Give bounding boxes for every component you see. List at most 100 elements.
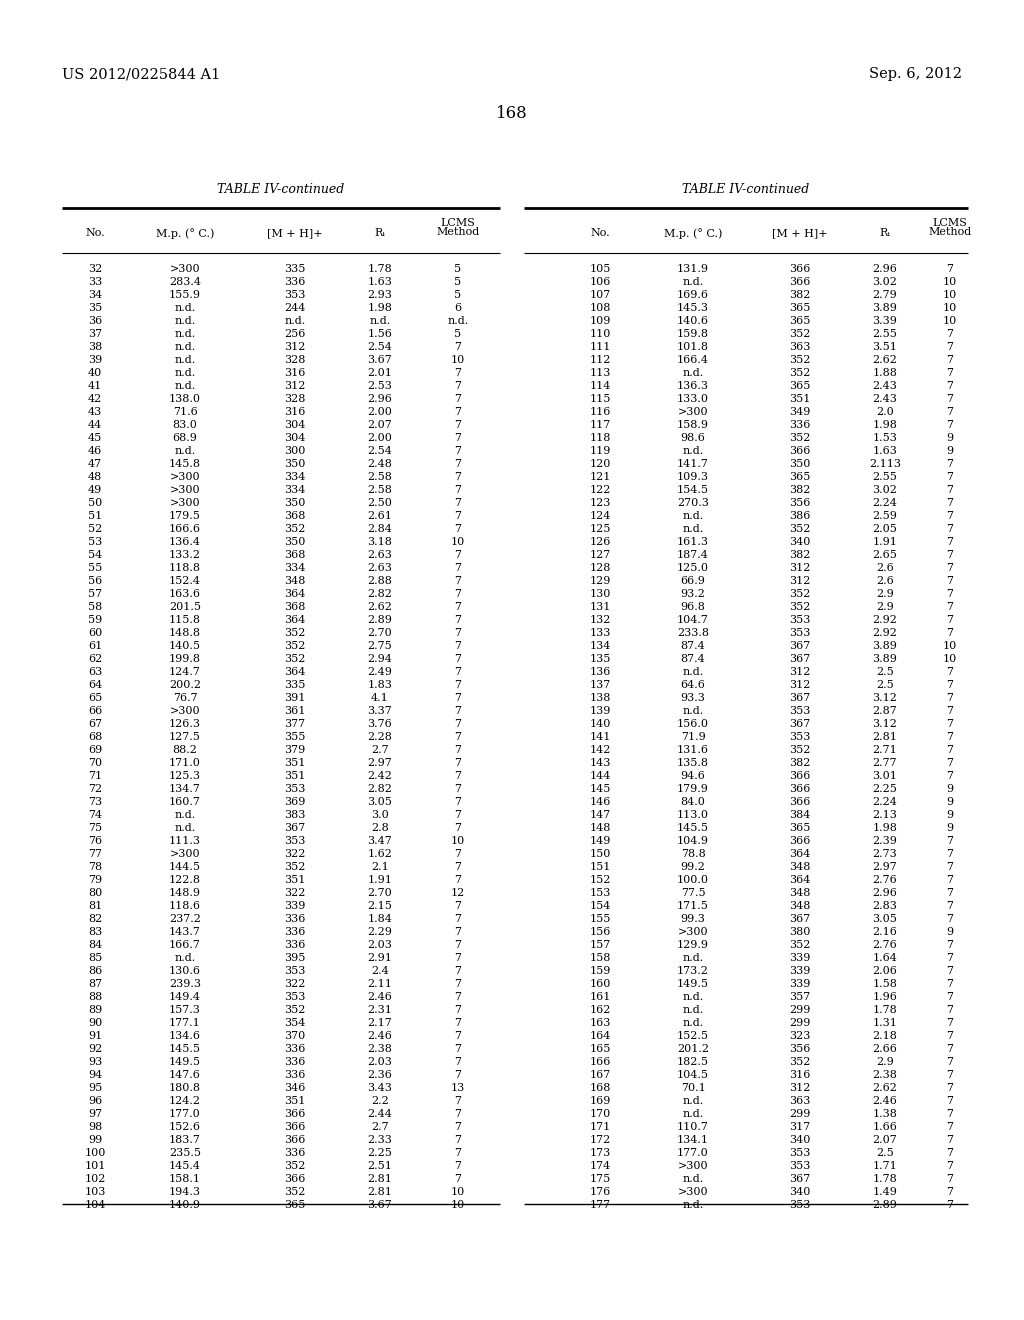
Text: 137: 137 [590,680,610,690]
Text: 2.76: 2.76 [872,875,897,884]
Text: 113.0: 113.0 [677,810,709,820]
Text: 75: 75 [88,822,102,833]
Text: 328: 328 [285,393,306,404]
Text: 143.7: 143.7 [169,927,201,937]
Text: 7: 7 [455,1122,462,1133]
Text: 2.59: 2.59 [872,511,897,521]
Text: 370: 370 [285,1031,305,1041]
Text: 147.6: 147.6 [169,1071,201,1080]
Text: 352: 352 [790,329,811,339]
Text: 353: 353 [285,993,306,1002]
Text: 368: 368 [285,602,306,612]
Text: Rₜ: Rₜ [880,228,891,238]
Text: 353: 353 [790,1162,811,1171]
Text: 2.24: 2.24 [872,797,897,807]
Text: 7: 7 [455,420,462,430]
Text: 173.2: 173.2 [677,966,709,975]
Text: 1.31: 1.31 [872,1018,897,1028]
Text: 7: 7 [946,342,953,352]
Text: 47: 47 [88,459,102,469]
Text: 2.89: 2.89 [872,1200,897,1210]
Text: 94.6: 94.6 [681,771,706,781]
Text: 7: 7 [946,524,953,535]
Text: n.d.: n.d. [370,315,390,326]
Text: No.: No. [85,228,104,238]
Text: 110: 110 [590,329,610,339]
Text: 109.3: 109.3 [677,473,709,482]
Text: 348: 348 [790,888,811,898]
Text: 177.0: 177.0 [169,1109,201,1119]
Text: 140.5: 140.5 [169,642,201,651]
Text: 10: 10 [451,355,465,366]
Text: 7: 7 [946,1031,953,1041]
Text: 2.5: 2.5 [877,667,894,677]
Text: 351: 351 [285,758,306,768]
Text: 131.9: 131.9 [677,264,709,275]
Text: 152.4: 152.4 [169,576,201,586]
Text: 135.8: 135.8 [677,758,709,768]
Text: 2.81: 2.81 [368,1173,392,1184]
Text: 10: 10 [451,537,465,546]
Text: 7: 7 [455,758,462,768]
Text: 366: 366 [285,1173,306,1184]
Text: 312: 312 [285,381,306,391]
Text: 7: 7 [455,484,462,495]
Text: 64.6: 64.6 [681,680,706,690]
Text: 3.02: 3.02 [872,484,897,495]
Text: 233.8: 233.8 [677,628,709,638]
Text: 104.9: 104.9 [677,836,709,846]
Text: 380: 380 [790,927,811,937]
Text: 155: 155 [590,913,610,924]
Text: 7: 7 [455,810,462,820]
Text: 123: 123 [590,498,610,508]
Text: 7: 7 [455,393,462,404]
Text: 88.2: 88.2 [173,744,198,755]
Text: 166.4: 166.4 [677,355,709,366]
Text: 3.76: 3.76 [368,719,392,729]
Text: 2.38: 2.38 [368,1044,392,1053]
Text: 7: 7 [946,420,953,430]
Text: 144.5: 144.5 [169,862,201,873]
Text: 4.1: 4.1 [371,693,389,704]
Text: 92: 92 [88,1044,102,1053]
Text: 352: 352 [790,368,811,378]
Text: 96: 96 [88,1096,102,1106]
Text: 44: 44 [88,420,102,430]
Text: Rₜ: Rₜ [375,228,385,238]
Text: 7: 7 [946,564,953,573]
Text: 36: 36 [88,315,102,326]
Text: 7: 7 [455,1096,462,1106]
Text: 382: 382 [790,290,811,300]
Text: 82: 82 [88,913,102,924]
Text: 102: 102 [84,1173,105,1184]
Text: 87.4: 87.4 [681,653,706,664]
Text: 339: 339 [790,979,811,989]
Text: 312: 312 [285,342,306,352]
Text: 2.07: 2.07 [872,1135,897,1144]
Text: 349: 349 [790,407,811,417]
Text: 152: 152 [590,875,610,884]
Text: 312: 312 [790,564,811,573]
Text: 322: 322 [285,888,306,898]
Text: 116: 116 [590,407,610,417]
Text: 2.50: 2.50 [368,498,392,508]
Text: 119: 119 [590,446,610,455]
Text: 64: 64 [88,680,102,690]
Text: 7: 7 [946,498,953,508]
Text: 2.17: 2.17 [368,1018,392,1028]
Text: 101.8: 101.8 [677,342,709,352]
Text: 136.3: 136.3 [677,381,709,391]
Text: 7: 7 [455,381,462,391]
Text: 335: 335 [285,680,306,690]
Text: 2.06: 2.06 [872,966,897,975]
Text: 141.7: 141.7 [677,459,709,469]
Text: 299: 299 [790,1018,811,1028]
Text: 7: 7 [455,368,462,378]
Text: 141: 141 [590,733,610,742]
Text: 7: 7 [946,1200,953,1210]
Text: 7: 7 [946,719,953,729]
Text: 53: 53 [88,537,102,546]
Text: 88: 88 [88,993,102,1002]
Text: 9: 9 [946,927,953,937]
Text: 367: 367 [790,653,811,664]
